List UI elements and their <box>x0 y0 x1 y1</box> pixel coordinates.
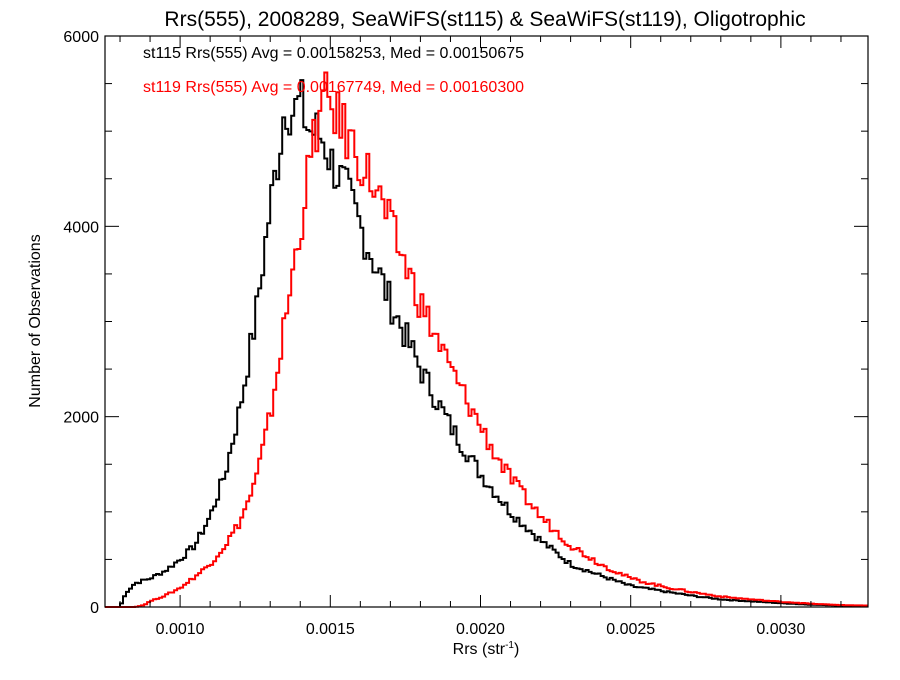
y-tick-label: 0 <box>90 600 99 617</box>
annotation-st119: st119 Rrs(555) Avg = 0.00167749, Med = 0… <box>143 79 524 96</box>
y-tick-label: 6000 <box>63 29 99 46</box>
y-tick-label: 2000 <box>63 410 99 427</box>
series-st119-histogram <box>105 71 868 608</box>
y-tick-label: 4000 <box>63 219 99 236</box>
y-axis-label: Number of Observations <box>27 234 44 407</box>
x-axis-label-main: Rrs (str <box>453 641 506 658</box>
x-tick-label: 0.0025 <box>606 621 655 638</box>
x-axis-label-sup: -1 <box>505 640 514 651</box>
x-tick-label: 0.0010 <box>156 621 205 638</box>
annotation-st115: st115 Rrs(555) Avg = 0.00158253, Med = 0… <box>143 45 524 62</box>
series-layer <box>105 71 868 608</box>
x-tick-label: 0.0015 <box>306 621 355 638</box>
x-tick-label: 0.0020 <box>456 621 505 638</box>
series-st115-histogram <box>105 79 868 608</box>
plot-frame <box>104 35 869 608</box>
chart-title: Rrs(555), 2008289, SeaWiFS(st115) & SeaW… <box>164 8 805 31</box>
axis-layer: 0.0010 0.0015 0.0020 0.0025 0.0030 0 2000 4000 6… <box>63 29 868 638</box>
x-axis-label: Rrs (str-1) <box>453 640 520 658</box>
x-axis-label-close: ) <box>514 641 519 658</box>
x-tick-label: 0.0030 <box>756 621 805 638</box>
